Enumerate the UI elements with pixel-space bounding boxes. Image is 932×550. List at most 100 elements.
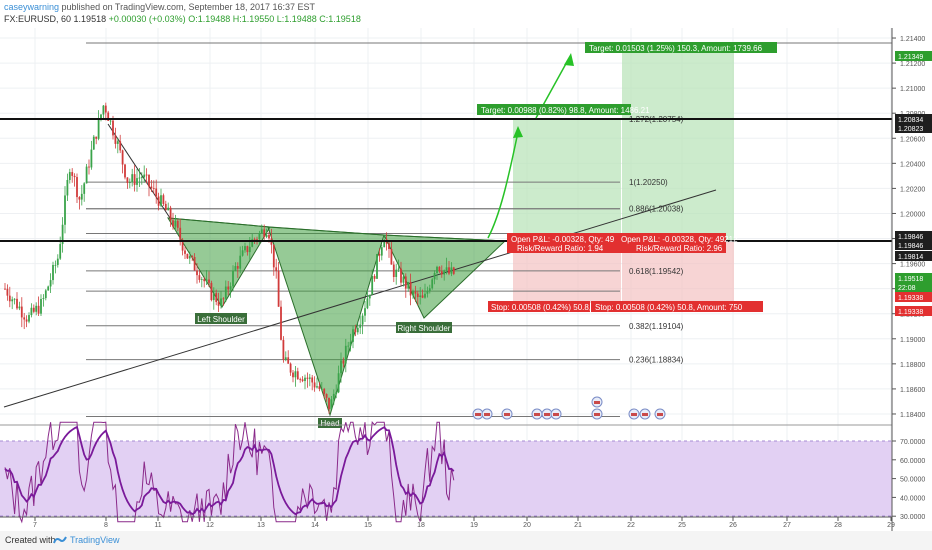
time-tick-label: 20	[523, 522, 531, 529]
candle-body	[438, 266, 441, 272]
price-tick-label: 1.19600	[900, 262, 925, 269]
candle-body	[260, 229, 263, 234]
long-position-2-profit-zone[interactable]	[622, 48, 734, 241]
price-change: +0.00030 (+0.03%)	[108, 14, 186, 24]
candle-body	[414, 291, 417, 294]
candle-body	[44, 290, 47, 299]
price-tick-label: 1.18800	[900, 362, 925, 369]
candle-body	[241, 250, 244, 256]
time-tick-label: 26	[729, 522, 737, 529]
price-flag-bg	[895, 51, 932, 61]
projection-arrows[interactable]	[487, 53, 574, 239]
candle-body	[452, 267, 455, 274]
candle-body	[227, 286, 230, 290]
candle-body	[443, 270, 446, 275]
symbol-name: FX:EURUSD, 60	[4, 14, 72, 24]
candle-body	[392, 264, 395, 278]
candle-body	[20, 306, 23, 318]
stop-1-label: Stop: 0.00508 (0.42%) 50.8,	[491, 303, 591, 312]
candle-body	[253, 239, 256, 240]
candle-body	[335, 392, 338, 394]
candle-body	[328, 397, 330, 410]
time-tick-label: 15	[364, 522, 372, 529]
price-tick-label: 1.20400	[900, 161, 925, 168]
price-flag-bg	[895, 123, 932, 133]
candle-body	[136, 178, 138, 185]
time-tick-label: 21	[574, 522, 582, 529]
price-tick-label: 1.19000	[900, 337, 925, 344]
candle-body	[229, 286, 232, 290]
candle-body	[40, 298, 42, 314]
candle-body	[244, 246, 246, 251]
candle-body	[90, 149, 93, 168]
rsi-average-line	[4, 425, 455, 516]
candle-body	[232, 270, 234, 287]
event-flag-stripe	[534, 413, 540, 416]
price-flag-label: 1.19846	[898, 243, 923, 250]
candle-body	[56, 258, 59, 265]
candle-body	[395, 269, 398, 278]
candle-body	[186, 253, 189, 259]
price-flag-label: 1.19338	[898, 295, 923, 302]
event-flag-stripe	[475, 413, 481, 416]
candle-body	[265, 234, 268, 238]
price-axis[interactable]: 1.214001.212001.210001.208001.206001.204…	[891, 28, 932, 531]
price-flag-label: 1.21349	[898, 54, 923, 61]
candle-body	[124, 164, 126, 178]
candle-body	[246, 246, 249, 253]
candles	[4, 102, 455, 414]
candle-body	[409, 281, 412, 296]
candle-body	[42, 298, 45, 299]
candle-body	[47, 286, 50, 291]
target-2-label: Target: 0.01503 (1.25%) 150.3, Amount: 1…	[589, 44, 763, 53]
arrow-2-head	[564, 53, 574, 66]
candle-body	[73, 175, 76, 178]
candle-body	[448, 267, 450, 274]
candle-body	[236, 266, 239, 269]
candle-body	[18, 306, 21, 309]
candle-body	[263, 229, 266, 238]
candle-body	[193, 257, 196, 271]
candle-body	[284, 357, 287, 360]
event-flag-stripe	[594, 413, 600, 416]
long-position-1-profit-zone[interactable]	[513, 118, 621, 241]
candle-body	[104, 105, 107, 113]
rsi-line	[4, 421, 455, 524]
price-flag-label: 1.19846	[898, 234, 923, 241]
author-name[interactable]: caseywarning	[4, 2, 60, 12]
rsi-tick-label: 30.0000	[900, 514, 925, 521]
candle-body	[184, 250, 186, 254]
candle-body	[76, 177, 78, 198]
candle-body	[131, 174, 134, 183]
candle-body	[160, 195, 162, 206]
time-axis[interactable]: 7 8 11 12 13 14 15 18 19 20 21 22 25 26 27 28 29	[0, 516, 895, 529]
candle-body	[30, 307, 33, 316]
candle-body	[364, 308, 366, 316]
candle-body	[107, 112, 110, 121]
candle-body	[174, 220, 177, 227]
price-tick-label: 1.20000	[900, 211, 925, 218]
tradingview-link[interactable]: TradingView	[70, 535, 120, 545]
candle-body	[402, 276, 405, 283]
price-tick-label: 1.20200	[900, 186, 925, 193]
candle-body	[102, 105, 105, 115]
fib-level-label: 0.618(1.19542)	[629, 267, 684, 276]
candle-body	[344, 345, 347, 364]
time-tick-label: 29	[887, 522, 895, 529]
right-shoulder-label: Right Shoulder	[398, 324, 451, 333]
rsi-pane[interactable]	[0, 421, 892, 524]
ascending-trendline[interactable]	[3, 189, 717, 408]
neckline[interactable]	[167, 217, 506, 242]
candle-body	[282, 339, 285, 360]
candle-body	[95, 136, 98, 139]
candle-body	[313, 382, 316, 388]
candle-body	[4, 288, 6, 290]
price-flag-label: 22:08	[898, 285, 916, 292]
candle-body	[59, 244, 62, 259]
candle-body	[383, 239, 386, 248]
time-ticks: 7 8 11 12 13 14 15 18 19 20 21 22 25 26 27 28 29	[33, 517, 895, 529]
position-labels: Target: 0.00988 (0.82%) 98.8, Amount: 14…	[477, 42, 777, 312]
economic-events[interactable]	[472, 396, 666, 420]
candle-body	[356, 327, 359, 333]
